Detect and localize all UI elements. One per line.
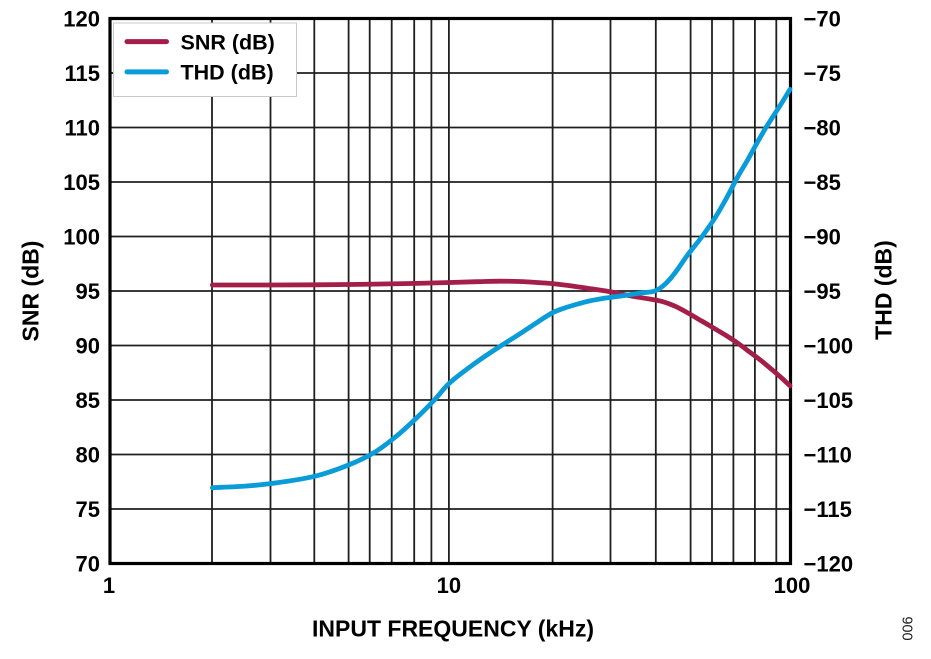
svg-text:INPUT FREQUENCY (kHz): INPUT FREQUENCY (kHz) (312, 616, 594, 642)
svg-text:THD (dB): THD (dB) (181, 61, 274, 85)
svg-text:100: 100 (774, 573, 811, 598)
svg-text:105: 105 (63, 170, 100, 195)
svg-text:−70: −70 (804, 7, 841, 32)
svg-text:90: 90 (76, 334, 100, 359)
svg-text:100: 100 (63, 225, 100, 250)
svg-text:−80: −80 (804, 116, 841, 141)
svg-text:110: 110 (65, 116, 101, 141)
svg-text:−105: −105 (804, 388, 854, 413)
svg-text:75: 75 (76, 497, 100, 522)
svg-text:−110: −110 (804, 443, 852, 468)
svg-text:−120: −120 (804, 552, 854, 577)
svg-text:85: 85 (76, 388, 100, 413)
svg-text:115: 115 (65, 61, 101, 86)
svg-text:THD (dB): THD (dB) (871, 240, 897, 340)
svg-text:80: 80 (76, 443, 100, 468)
svg-text:006: 006 (901, 616, 917, 640)
svg-text:−75: −75 (804, 61, 841, 86)
svg-text:−95: −95 (804, 279, 841, 304)
svg-text:−90: −90 (804, 225, 841, 250)
svg-text:−115: −115 (804, 497, 852, 522)
svg-text:SNR (dB): SNR (dB) (181, 30, 275, 54)
svg-text:1: 1 (103, 573, 115, 598)
svg-text:120: 120 (63, 7, 100, 32)
svg-text:10: 10 (437, 573, 461, 598)
svg-text:−85: −85 (804, 170, 841, 195)
svg-text:70: 70 (76, 552, 100, 577)
svg-text:−100: −100 (804, 334, 854, 359)
svg-text:95: 95 (76, 279, 100, 304)
svg-text:SNR (dB): SNR (dB) (18, 241, 44, 342)
